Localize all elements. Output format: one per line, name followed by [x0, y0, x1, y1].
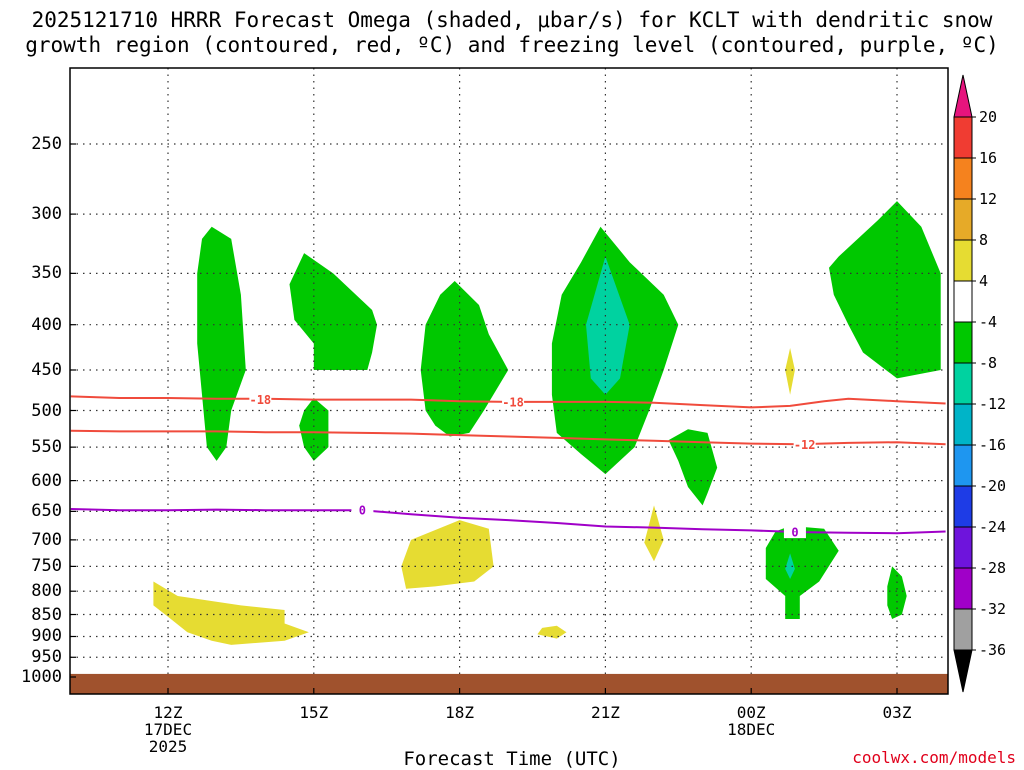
y-tick-label-800: 800 — [31, 581, 62, 602]
x-tick-label-27-line0: 03Z — [882, 703, 912, 722]
colorbar-label-12: -32 — [979, 600, 1007, 618]
colorbar-top-arrow — [953, 74, 973, 118]
colorbar-bin-2 — [953, 198, 973, 241]
contour-label-dgz-lower-minus12-0: -12 — [794, 438, 816, 452]
y-tick-label-450: 450 — [31, 359, 62, 380]
omega-region-g1 — [197, 226, 246, 461]
source-credit: coolwx.com/models — [852, 748, 1016, 767]
colorbar-bin-9 — [953, 485, 973, 528]
colorbar-label-13: -36 — [979, 641, 1007, 659]
colorbar-bin-4 — [953, 280, 973, 323]
omega-region-g2 — [289, 253, 377, 370]
x-axis-title: Forecast Time (UTC) — [403, 748, 621, 770]
colorbar-bin-5 — [953, 321, 973, 364]
omega-region-g7 — [829, 201, 941, 379]
omega-region-t1 — [586, 256, 630, 395]
x-tick-label-12-line1: 17DEC — [143, 720, 193, 739]
ground-band — [70, 673, 948, 694]
colorbar-label-7: -12 — [979, 395, 1007, 413]
contour-label-freezing-level-0: 0 — [359, 504, 366, 518]
colorbar-label-4: 4 — [979, 272, 989, 290]
x-tick-label-18-line0: 18Z — [445, 703, 475, 722]
y-tick-label-650: 650 — [31, 501, 62, 522]
colorbar-label-8: -16 — [979, 436, 1007, 454]
colorbar-label-6: -8 — [979, 354, 998, 372]
omega-region-t2 — [785, 553, 795, 579]
x-tick-label-24-line1: 18DEC — [727, 720, 776, 739]
y-tick-label-850: 850 — [31, 604, 62, 625]
omega-region-g8 — [765, 525, 839, 619]
colorbar-bin-6 — [953, 362, 973, 405]
x-tick-label-12-line2: 2025 — [148, 737, 188, 756]
contour-label-bg-freezing-level-1 — [783, 524, 806, 539]
colorbar-bin-1 — [953, 157, 973, 200]
contour-label-bg-freezing-level-0 — [351, 502, 374, 517]
colorbar-bin-11 — [953, 567, 973, 610]
y-tick-label-700: 700 — [31, 529, 62, 550]
y-tick-label-400: 400 — [31, 314, 62, 335]
plot-frame — [69, 67, 949, 695]
y-tick-label-250: 250 — [31, 134, 62, 154]
x-tick-label-21-line0: 21Z — [590, 703, 620, 722]
colorbar-bin-7 — [953, 403, 973, 446]
colorbar-bin-8 — [953, 444, 973, 487]
colorbar-label-0: 20 — [979, 108, 998, 126]
colorbar-label-5: -4 — [979, 313, 998, 331]
y-tick-label-900: 900 — [31, 626, 62, 647]
omega-region-y4 — [644, 505, 664, 562]
colorbar-label-11: -28 — [979, 559, 1007, 577]
plot-area: -18 -18 -12 0 0 — [70, 68, 948, 694]
colorbar-label-3: 8 — [979, 231, 989, 249]
x-tick-label-24-line0: 00Z — [736, 703, 766, 722]
colorbar-bin-0 — [953, 116, 973, 159]
y-tick-label-500: 500 — [31, 400, 62, 421]
colorbar-bottom-arrow — [953, 649, 973, 693]
y-tick-label-550: 550 — [31, 437, 62, 458]
contour-label-freezing-level-1: 0 — [791, 526, 798, 540]
omega-region-g3 — [299, 398, 329, 461]
omega-region-g6 — [668, 429, 718, 506]
y-tick-label-300: 300 — [31, 204, 62, 225]
colorbar-bin-12 — [953, 608, 973, 651]
omega-region-y5 — [537, 625, 567, 639]
omega-region-g9 — [887, 566, 907, 619]
colorbar-bin-3 — [953, 239, 973, 282]
y-tick-label-750: 750 — [31, 556, 62, 577]
omega-region-y1 — [153, 581, 309, 645]
contour-label-bg-dgz-upper-minus18-0 — [249, 391, 272, 406]
x-tick-label-15-line0: 15Z — [299, 703, 329, 722]
contour-label-bg-dgz-lower-minus12-0 — [793, 436, 816, 451]
contour-label-dgz-upper-minus18-0: -18 — [249, 393, 271, 407]
contour-label-dgz-upper-minus18-1: -18 — [502, 395, 524, 409]
y-tick-label-1000: 1000 — [21, 667, 62, 687]
omega-region-y2 — [401, 520, 494, 589]
colorbar-label-2: 12 — [979, 190, 998, 208]
y-tick-label-350: 350 — [31, 263, 62, 284]
x-tick-label-12-line0: 12Z — [153, 703, 183, 722]
contour-label-bg-dgz-upper-minus18-1 — [502, 393, 525, 408]
omega-region-g4 — [420, 281, 509, 437]
colorbar-bin-10 — [953, 526, 973, 569]
y-tick-label-950: 950 — [31, 647, 62, 668]
contour-dgz-upper-minus18 — [70, 395, 946, 409]
colorbar-label-9: -20 — [979, 477, 1007, 495]
colorbar-label-1: 16 — [979, 149, 998, 167]
chart-title-line1: 2025121710 HRRR Forecast Omega (shaded, … — [31, 8, 993, 32]
colorbar-label-10: -24 — [979, 518, 1007, 536]
omega-region-y3 — [785, 348, 795, 395]
y-tick-label-600: 600 — [31, 470, 62, 491]
chart-title-line2: growth region (contoured, red, ºC) and f… — [25, 33, 999, 57]
